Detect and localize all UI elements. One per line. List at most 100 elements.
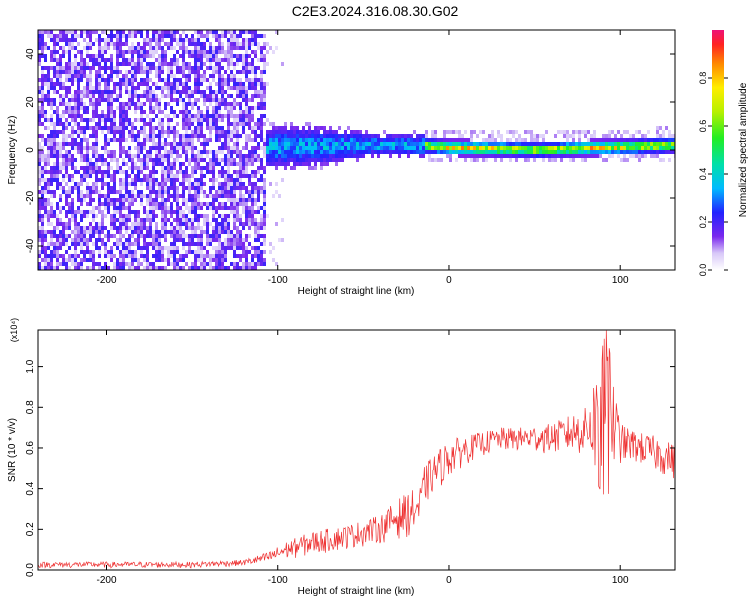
spectrogram-cell xyxy=(638,150,641,154)
spectrogram-cell xyxy=(89,66,92,70)
spectrogram-cell xyxy=(98,98,101,102)
spectrogram-cell xyxy=(506,150,509,154)
spectrogram-cell xyxy=(155,142,158,146)
spectrogram-cell xyxy=(257,190,260,194)
spectrogram-cell xyxy=(191,70,194,74)
spectrogram-cell xyxy=(470,130,473,134)
spectrogram-cell xyxy=(59,154,62,158)
spectrogram-cell xyxy=(131,162,134,166)
spectrogram-cell xyxy=(605,138,608,142)
spectrogram-cell xyxy=(239,166,242,170)
spectrogram-cell xyxy=(230,202,233,206)
spectrogram-cell xyxy=(314,130,317,134)
spectrogram-cell xyxy=(59,262,62,266)
spectrogram-cell xyxy=(47,142,50,146)
spectrogram-cell xyxy=(53,82,56,86)
spectrogram-cell xyxy=(218,46,221,50)
spectrogram-cell xyxy=(248,54,251,58)
spectrogram-cell xyxy=(653,138,656,142)
spectrogram-cell xyxy=(236,266,239,270)
spectrogram-cell xyxy=(137,242,140,246)
spectrogram-cell xyxy=(260,174,263,178)
spectrogram-cell xyxy=(662,150,665,154)
spectrogram-cell xyxy=(221,206,224,210)
spectrogram-cell xyxy=(59,210,62,214)
spectrogram-cell xyxy=(122,134,125,138)
spectrogram-cell xyxy=(95,230,98,234)
spectrogram-cell xyxy=(128,30,131,34)
spectrogram-cell xyxy=(170,206,173,210)
spectrogram-cell xyxy=(128,106,131,110)
spectrogram-cell xyxy=(113,202,116,206)
spectrogram-cell xyxy=(620,138,623,142)
spectrogram-cell xyxy=(134,134,137,138)
spectrogram-cell xyxy=(245,146,248,150)
spectrogram-cell xyxy=(47,214,50,218)
spectrogram-cell xyxy=(155,194,158,198)
spectrogram-cell xyxy=(140,194,143,198)
spectrogram-cell xyxy=(149,38,152,42)
spectrogram-cell xyxy=(134,218,137,222)
spectrogram-cell xyxy=(560,146,563,150)
spectrogram-cell xyxy=(50,134,53,138)
spectrogram-cell xyxy=(251,198,254,202)
spectrogram-cell xyxy=(101,126,104,130)
spectrogram-cell xyxy=(323,158,326,162)
spectrogram-cell xyxy=(587,154,590,158)
spectrogram-cell xyxy=(206,54,209,58)
spectrogram-cell xyxy=(143,70,146,74)
spectrogram-cell xyxy=(191,102,194,106)
spectrogram-cell xyxy=(149,62,152,66)
spectrogram-cell xyxy=(254,130,257,134)
spectrogram-cell xyxy=(173,238,176,242)
spectrogram-cell xyxy=(242,174,245,178)
spectrogram-cell xyxy=(152,90,155,94)
spectrogram-cell xyxy=(251,262,254,266)
spectrogram-cell xyxy=(209,82,212,86)
spectrogram-cell xyxy=(263,186,266,190)
spectrogram-cell xyxy=(221,230,224,234)
spectrogram-cell xyxy=(50,106,53,110)
spectrogram-cell xyxy=(329,150,332,154)
spectrogram-cell xyxy=(56,66,59,70)
spectrogram-cell xyxy=(344,142,347,146)
spectrogram-cell xyxy=(245,30,248,34)
spectrogram-cell xyxy=(41,82,44,86)
spectrogram-cell xyxy=(80,266,83,270)
spectrogram-cell xyxy=(185,206,188,210)
spectrogram-cell xyxy=(149,150,152,154)
spectrogram-cell xyxy=(197,62,200,66)
spectrogram-cell xyxy=(98,210,101,214)
spectrogram-cell xyxy=(146,218,149,222)
spectrogram-cell xyxy=(95,90,98,94)
spectrogram-cell xyxy=(68,218,71,222)
spectrogram-cell xyxy=(251,58,254,62)
spectrogram-cell xyxy=(362,150,365,154)
spectrogram-cell xyxy=(233,46,236,50)
spectrogram-cell xyxy=(206,218,209,222)
spectrogram-cell xyxy=(455,158,458,162)
spectrogram-cell xyxy=(263,250,266,254)
spectrogram-cell xyxy=(173,266,176,270)
spectrogram-cell xyxy=(44,214,47,218)
spectrogram-cell xyxy=(185,222,188,226)
spectrogram-cell xyxy=(143,146,146,150)
spectrogram-cell xyxy=(236,82,239,86)
spectrogram-cell xyxy=(182,86,185,90)
spectrogram-cell xyxy=(593,150,596,154)
spectrogram-cell xyxy=(614,146,617,150)
spectrogram-cell xyxy=(311,166,314,170)
spectrogram-cell xyxy=(158,118,161,122)
spectrogram-cell xyxy=(254,126,257,130)
spectrogram-cell xyxy=(92,198,95,202)
spectrogram-cell xyxy=(68,162,71,166)
spectrogram-cell xyxy=(269,146,272,150)
spectrogram-cell xyxy=(116,138,119,142)
spectrogram-cell xyxy=(122,246,125,250)
spectrogram-cell xyxy=(197,46,200,50)
spectrogram-cell xyxy=(200,62,203,66)
spectrogram-cell xyxy=(491,138,494,142)
spectrogram-cell xyxy=(155,238,158,242)
spectrogram-cell xyxy=(86,74,89,78)
spectrogram-cell xyxy=(668,138,671,142)
